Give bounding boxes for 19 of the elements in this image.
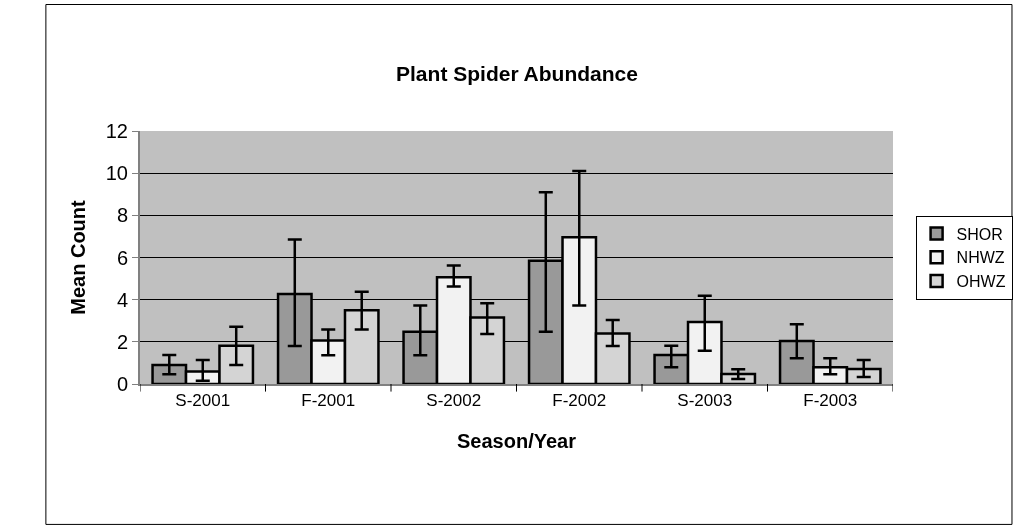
y-axis-title: Mean Count [66,199,89,315]
legend-label: NHWZ [956,249,1005,267]
y-tick-label: 10 [105,162,128,185]
y-tick-label: 0 [116,373,128,395]
x-tick-label: S-2002 [426,391,482,411]
x-tick-label: F-2003 [803,391,858,411]
legend-label: OHWZ [956,273,1006,291]
y-tick-label: 4 [116,288,128,311]
x-tick-label: S-2001 [175,391,231,411]
x-tick-label: F-2002 [552,391,607,411]
x-tick-label: F-2001 [301,391,356,411]
y-tick-label: 8 [116,204,128,227]
y-tick-label: 6 [116,246,128,269]
y-tick-label: 2 [116,330,128,353]
x-tick-label: S-2003 [677,391,733,411]
y-tick-label: 12 [105,120,128,142]
legend-label: SHOR [956,225,1003,243]
chart-title: Plant Spider Abundance [396,62,638,86]
x-axis-title: Season/Year [457,430,577,453]
